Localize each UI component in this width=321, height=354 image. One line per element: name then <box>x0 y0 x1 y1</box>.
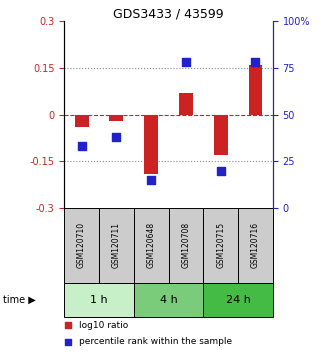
Bar <box>179 93 193 115</box>
Text: percentile rank within the sample: percentile rank within the sample <box>79 337 232 347</box>
Bar <box>109 115 123 121</box>
Bar <box>203 282 273 316</box>
Point <box>79 143 84 149</box>
Text: 4 h: 4 h <box>160 295 178 304</box>
Text: GSM120648: GSM120648 <box>147 222 156 268</box>
Text: 1 h: 1 h <box>90 295 108 304</box>
Point <box>183 59 188 65</box>
Bar <box>134 282 203 316</box>
Point <box>114 134 119 140</box>
Bar <box>99 208 134 282</box>
Point <box>149 177 154 183</box>
Bar <box>64 208 99 282</box>
Text: log10 ratio: log10 ratio <box>79 320 128 330</box>
Point <box>66 339 71 345</box>
Bar <box>169 208 203 282</box>
Text: GSM120710: GSM120710 <box>77 222 86 268</box>
Text: GSM120716: GSM120716 <box>251 222 260 268</box>
Bar <box>238 208 273 282</box>
Bar <box>134 208 169 282</box>
Bar <box>248 65 262 115</box>
Point <box>218 168 223 173</box>
Text: time ▶: time ▶ <box>3 295 36 304</box>
Point <box>253 59 258 65</box>
Text: GSM120715: GSM120715 <box>216 222 225 268</box>
Point <box>66 322 71 328</box>
Bar <box>203 208 238 282</box>
Bar <box>74 115 89 127</box>
Text: 24 h: 24 h <box>226 295 250 304</box>
Text: GSM120708: GSM120708 <box>181 222 190 268</box>
Title: GDS3433 / 43599: GDS3433 / 43599 <box>113 7 224 20</box>
Bar <box>214 115 228 155</box>
Bar <box>144 115 158 174</box>
Bar <box>64 282 134 316</box>
Text: GSM120711: GSM120711 <box>112 222 121 268</box>
